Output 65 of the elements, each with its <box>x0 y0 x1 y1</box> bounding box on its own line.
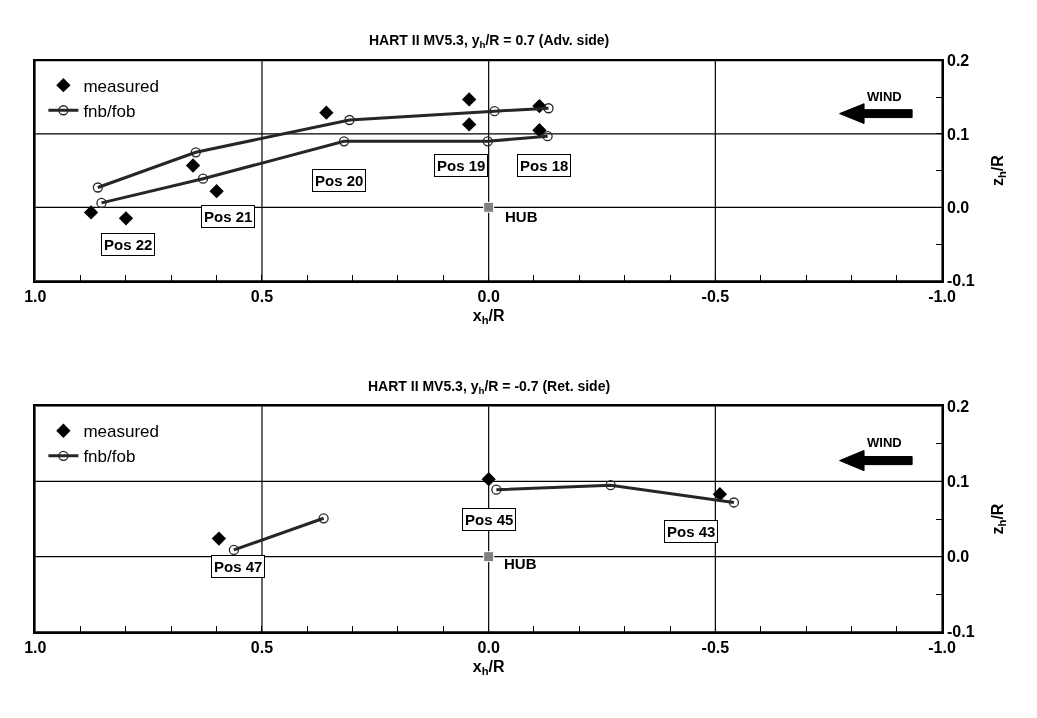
point <box>96 197 107 209</box>
point <box>489 106 500 117</box>
annotation: Pos 43 <box>667 523 716 540</box>
point <box>211 531 227 546</box>
point <box>482 136 493 147</box>
y-tick-label: 0.2 <box>946 397 970 415</box>
point <box>185 158 201 173</box>
y-tick-label: 0.0 <box>946 198 970 216</box>
point <box>462 117 477 132</box>
point <box>605 480 616 491</box>
chart-title: HART II MV5.3, y$_{h}$/R = 0.7 (Adv. side) <box>369 32 610 50</box>
point <box>483 201 495 213</box>
x-tick-label: -1.0 <box>928 287 956 305</box>
annotation: Pos 20 <box>315 172 364 189</box>
point <box>462 92 477 107</box>
point <box>190 147 201 158</box>
point <box>338 136 350 147</box>
x-tick-label: -0.5 <box>701 287 730 305</box>
x-tick-label: 0.5 <box>250 287 274 305</box>
x-axis-title: x$_{h}$/R <box>472 306 505 327</box>
x-tick-label: 0.0 <box>477 638 500 656</box>
annotation: Pos 22 <box>104 236 153 253</box>
y-tick-label: 0.1 <box>946 125 970 143</box>
point <box>491 484 502 495</box>
annotation: Pos 21 <box>204 208 253 225</box>
legend-label: fnb/fob <box>83 447 136 467</box>
point <box>92 182 104 193</box>
point <box>318 513 329 524</box>
point <box>481 472 496 487</box>
x-tick-label: 0.0 <box>477 287 500 305</box>
annotation: HUB <box>505 208 538 225</box>
y-tick-label: 0.0 <box>946 548 970 566</box>
chart-title: HART II MV5.3, y$_{h}$/R = -0.7 (Ret. side) <box>368 378 611 396</box>
x-tick-label: 1.0 <box>24 638 47 656</box>
point <box>483 551 495 563</box>
x-tick-label: 0.5 <box>250 638 274 656</box>
annotation: WIND <box>867 435 902 450</box>
annotation: HUB <box>504 555 537 572</box>
y-tick-label: -0.1 <box>946 623 975 641</box>
legend-label: measured <box>83 76 159 96</box>
point <box>319 105 334 120</box>
annotation: Pos 18 <box>520 157 569 174</box>
point <box>209 184 224 199</box>
point <box>228 544 240 556</box>
point <box>83 205 99 220</box>
annotation: Pos 45 <box>465 511 514 528</box>
y-tick-label: -0.1 <box>946 272 975 290</box>
annotation: Pos 19 <box>437 157 486 174</box>
point <box>344 114 355 126</box>
point <box>712 487 728 502</box>
x-tick-label: 1.0 <box>24 287 47 305</box>
annotation: Pos 47 <box>214 558 263 575</box>
point <box>118 211 134 226</box>
annotation: WIND <box>867 89 902 104</box>
y-tick-label: 0.2 <box>946 52 970 70</box>
point <box>728 497 740 508</box>
point <box>197 173 209 184</box>
point <box>543 103 554 114</box>
x-tick-label: -1.0 <box>928 638 956 656</box>
legend-label: measured <box>83 422 159 442</box>
y-tick-label: 0.1 <box>946 473 970 491</box>
point <box>542 131 553 142</box>
legend-label: fnb/fob <box>83 101 136 121</box>
x-axis-title: x$_{h}$/R <box>472 658 505 678</box>
x-tick-label: -0.5 <box>701 638 730 656</box>
